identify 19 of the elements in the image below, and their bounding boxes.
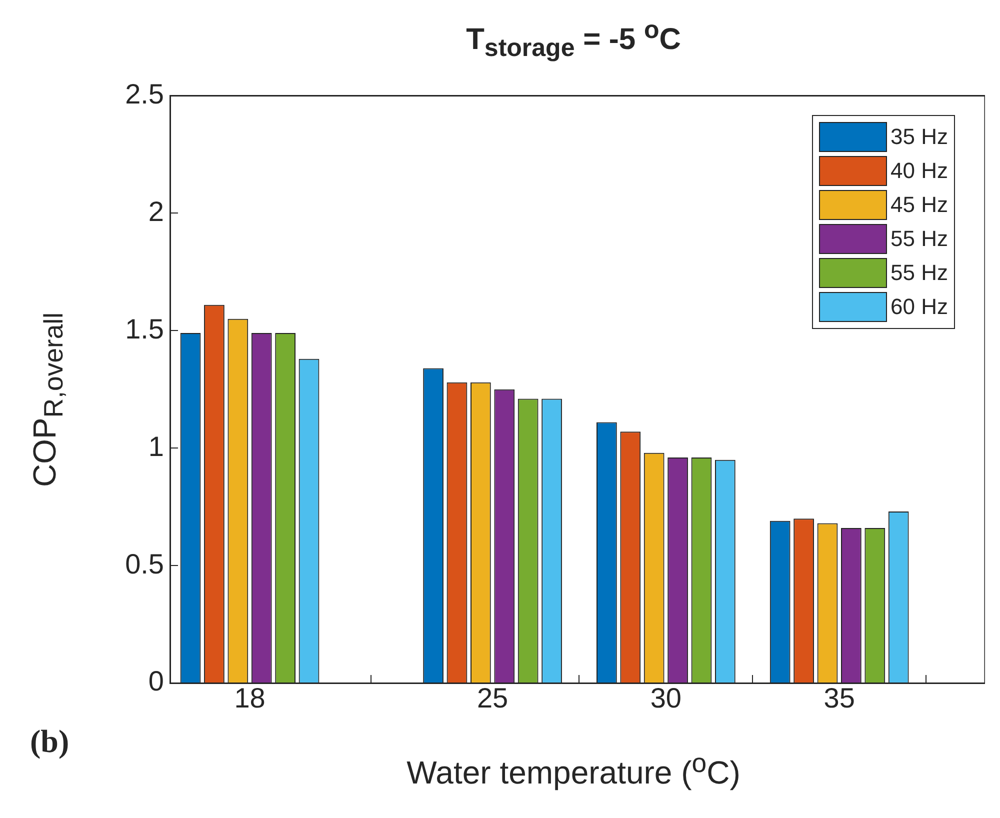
legend-label: 60 Hz — [890, 294, 948, 320]
x-tick-label: 35 — [824, 682, 855, 714]
legend-label: 55 Hz — [890, 226, 948, 252]
x-tick-label: 18 — [234, 682, 266, 714]
x-tick-label: 25 — [476, 682, 508, 714]
y-tick-label: 1.5 — [125, 313, 164, 344]
y-tick-label: 2 — [148, 196, 164, 227]
legend-label: 45 Hz — [890, 192, 948, 218]
chart-title: T$_{storage}$ = -5 $^{o}$C — [465, 16, 682, 63]
y-tick-label: 1 — [148, 430, 164, 462]
legend-label: 40 Hz — [890, 158, 948, 184]
text: (b) — [30, 723, 70, 760]
x-tick-label: 30 — [650, 682, 682, 714]
y-tick-label: 0.5 — [125, 548, 164, 580]
legend-label: 35 Hz — [890, 124, 948, 150]
legend-label: 55 Hz — [890, 260, 948, 286]
x-axis-title: Water temperature ($^{o}$C) — [406, 748, 742, 792]
y-tick-label: 0 — [148, 666, 164, 697]
y-tick-label: 2.5 — [125, 78, 164, 110]
